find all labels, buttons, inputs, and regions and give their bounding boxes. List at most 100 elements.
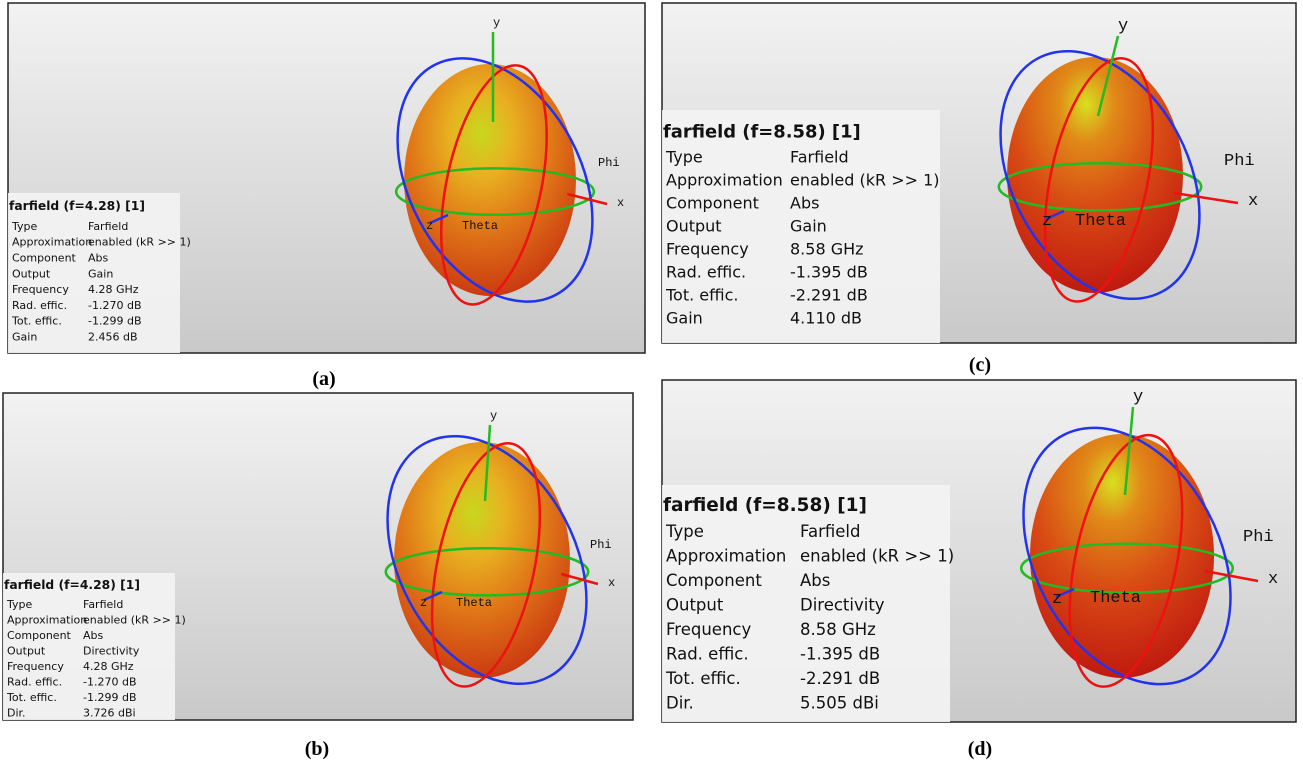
farfield-panel: y x z Phi Theta farfield (f=8.58) [1] Type Farf… bbox=[662, 3, 1296, 376]
info-label: Type bbox=[665, 522, 704, 541]
radiation-pattern bbox=[404, 64, 576, 296]
axis-label: y bbox=[1118, 17, 1128, 36]
info-value: 4.28 GHz bbox=[88, 283, 139, 296]
info-value: Abs bbox=[790, 194, 819, 213]
info-label: Component bbox=[7, 629, 72, 642]
axis-label: Theta bbox=[456, 596, 492, 610]
info-label: Output bbox=[666, 217, 722, 236]
info-value: Gain bbox=[88, 267, 113, 280]
info-value: enabled (kR >> 1) bbox=[800, 546, 954, 565]
info-value: 3.726 dBi bbox=[83, 706, 136, 719]
info-value: -1.299 dB bbox=[88, 315, 142, 328]
panel-caption: (a) bbox=[312, 368, 335, 390]
info-label: Approximation bbox=[12, 236, 92, 249]
info-value: -2.291 dB bbox=[800, 669, 880, 688]
panel-caption: (d) bbox=[968, 738, 992, 760]
info-value: -1.270 dB bbox=[83, 675, 137, 688]
info-label: Tot. effic. bbox=[11, 315, 62, 328]
info-label: Approximation bbox=[666, 171, 783, 190]
info-value: -1.270 dB bbox=[88, 299, 142, 312]
info-label: Rad. effic. bbox=[666, 644, 749, 663]
info-value: -1.395 dB bbox=[790, 263, 868, 282]
axis-label: Theta bbox=[462, 219, 498, 233]
info-value: Gain bbox=[790, 217, 827, 236]
info-value: Directivity bbox=[83, 644, 140, 657]
info-value: 8.58 GHz bbox=[800, 620, 876, 639]
info-value: Farfield bbox=[790, 148, 849, 167]
info-value: Farfield bbox=[800, 522, 860, 541]
axis-label: z bbox=[426, 219, 433, 233]
axis-label: z bbox=[1042, 212, 1052, 231]
axis-label: Phi bbox=[1224, 152, 1255, 171]
axis-label: x bbox=[1268, 570, 1278, 589]
axis-label: x bbox=[608, 576, 615, 590]
info-label: Tot. effic. bbox=[6, 691, 57, 704]
farfield-panel: y x z Phi Theta farfield (f=8.58) [1] Type Farf… bbox=[662, 380, 1296, 760]
info-value: Abs bbox=[88, 251, 109, 264]
info-value: 4.110 dB bbox=[790, 309, 862, 328]
info-label: Gain bbox=[666, 309, 703, 328]
axis-label: z bbox=[420, 596, 427, 610]
axis-label: z bbox=[1052, 590, 1062, 609]
info-value: Abs bbox=[800, 571, 830, 590]
info-label: Frequency bbox=[666, 240, 749, 259]
info-label: Gain bbox=[12, 330, 37, 343]
info-label: Component bbox=[666, 194, 759, 213]
axis-label: Theta bbox=[1075, 212, 1126, 231]
info-value: 2.456 dB bbox=[88, 330, 138, 343]
axis-label: y bbox=[490, 409, 497, 423]
info-value: Abs bbox=[83, 629, 104, 642]
axis-label: Phi bbox=[590, 538, 612, 552]
axis-label: y bbox=[493, 16, 500, 30]
info-value: 5.505 dBi bbox=[800, 693, 879, 712]
info-label: Approximation bbox=[666, 546, 786, 565]
radiation-pattern bbox=[1007, 57, 1183, 293]
info-label: Output bbox=[666, 595, 724, 614]
info-label: Output bbox=[7, 644, 46, 657]
figure: y x z Phi Theta farfield (f=4.28) [1] Type Farf… bbox=[0, 0, 1303, 762]
farfield-panel: y x z Phi Theta farfield (f=4.28) [1] Type Farf… bbox=[8, 3, 645, 390]
info-label: Type bbox=[665, 148, 703, 167]
info-value: -2.291 dB bbox=[790, 286, 868, 305]
info-label: Rad. effic. bbox=[12, 299, 67, 312]
info-label: Rad. effic. bbox=[666, 263, 746, 282]
info-label: Approximation bbox=[7, 613, 87, 626]
info-value: 8.58 GHz bbox=[790, 240, 864, 259]
axis-label: Phi bbox=[1243, 528, 1274, 547]
info-title: farfield (f=8.58) [1] bbox=[663, 122, 861, 143]
axis-label: y bbox=[1133, 388, 1143, 407]
info-label: Component bbox=[12, 251, 77, 264]
info-value: -1.395 dB bbox=[800, 644, 880, 663]
info-label: Rad. effic. bbox=[7, 675, 62, 688]
radiation-pattern bbox=[394, 442, 570, 678]
info-label: Tot. effic. bbox=[665, 669, 741, 688]
panel-caption: (c) bbox=[969, 354, 991, 376]
info-value: Farfield bbox=[88, 220, 128, 233]
info-label: Dir. bbox=[666, 693, 694, 712]
info-label: Dir. bbox=[7, 706, 26, 719]
info-title: farfield (f=8.58) [1] bbox=[663, 495, 867, 516]
info-label: Component bbox=[666, 571, 762, 590]
farfield-panel: y x z Phi Theta farfield (f=4.28) [1] Type Farf… bbox=[3, 393, 633, 760]
info-value: -1.299 dB bbox=[83, 691, 137, 704]
info-label: Type bbox=[11, 220, 37, 233]
info-label: Frequency bbox=[7, 660, 64, 673]
info-label: Frequency bbox=[666, 620, 751, 639]
info-label: Type bbox=[6, 598, 32, 611]
axis-label: x bbox=[1248, 192, 1258, 211]
axis-label: Phi bbox=[598, 156, 620, 170]
axis-label: Theta bbox=[1090, 589, 1141, 608]
info-label: Output bbox=[12, 267, 51, 280]
info-value: 4.28 GHz bbox=[83, 660, 134, 673]
axis-label: x bbox=[617, 196, 624, 210]
info-value: enabled (kR >> 1) bbox=[790, 171, 940, 190]
info-title: farfield (f=4.28) [1] bbox=[4, 578, 140, 592]
radiation-pattern bbox=[1030, 434, 1214, 678]
info-value: Farfield bbox=[83, 598, 123, 611]
info-label: Tot. effic. bbox=[665, 286, 738, 305]
info-label: Frequency bbox=[12, 283, 69, 296]
panel-caption: (b) bbox=[305, 738, 329, 760]
info-value: Directivity bbox=[800, 595, 885, 614]
info-value: enabled (kR >> 1) bbox=[83, 613, 186, 626]
info-title: farfield (f=4.28) [1] bbox=[9, 199, 145, 213]
